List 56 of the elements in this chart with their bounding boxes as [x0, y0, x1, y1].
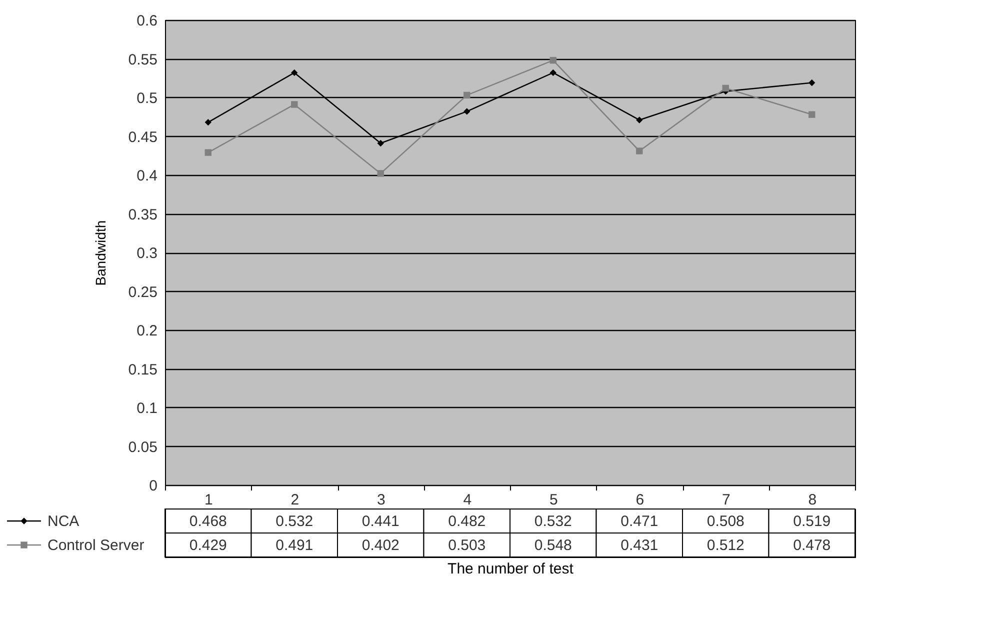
- y-tick-label: 0.2: [136, 322, 158, 340]
- data-label: 0.429: [189, 537, 227, 554]
- data-label: 0.512: [706, 537, 744, 554]
- point: [464, 108, 470, 115]
- x-tick-label: 3: [376, 492, 386, 508]
- y-axis-title: Bandwidth: [92, 220, 108, 286]
- x-tick-label: 7: [722, 492, 730, 508]
- x-axis-title: The number of test: [448, 560, 574, 578]
- x-tick-label: 1: [204, 492, 213, 508]
- point: [291, 101, 298, 108]
- y-tick-label: 0.15: [128, 361, 158, 378]
- point: [636, 148, 643, 154]
- point: [722, 84, 729, 92]
- point: [550, 56, 556, 64]
- x-tick-label: 5: [549, 492, 558, 508]
- y-tick-label: 0.3: [136, 245, 158, 262]
- point: [550, 69, 556, 76]
- x-tick-label: 4: [463, 492, 472, 508]
- data-label: 0.402: [362, 537, 400, 554]
- point: [464, 92, 470, 99]
- y-tick-label: 0.25: [128, 284, 158, 301]
- data-label: 0.491: [276, 537, 314, 554]
- data-label: 0.468: [189, 513, 227, 530]
- point: [291, 69, 298, 76]
- data-label: 0.548: [534, 537, 572, 554]
- point: [204, 118, 212, 126]
- y-tick-label: 0.4: [136, 168, 158, 184]
- data-label: 0.431: [620, 537, 658, 554]
- data-label: 0.503: [448, 537, 486, 554]
- y-tick-label: 0.35: [128, 206, 158, 224]
- y-tick-label: 0.6: [136, 12, 158, 30]
- point: [808, 79, 816, 86]
- y-tick-label: 0: [149, 478, 158, 494]
- point: [808, 111, 816, 118]
- data-label: 0.519: [793, 513, 831, 530]
- y-tick-label: 0.45: [128, 128, 158, 146]
- data-label: 0.441: [362, 513, 400, 530]
- x-tick-label: 2: [290, 492, 300, 508]
- point: [377, 170, 384, 177]
- point: [636, 116, 643, 124]
- x-tick-label: 8: [808, 492, 817, 508]
- point: [204, 149, 212, 156]
- y-tick-label: 0.05: [128, 438, 158, 456]
- data-label: 0.532: [276, 513, 314, 530]
- legend-label: NCA: [48, 513, 80, 530]
- data-label: 0.532: [534, 513, 572, 530]
- legend-label: Control Server: [48, 537, 144, 554]
- data-label: 0.482: [448, 513, 486, 530]
- data-label: 0.471: [620, 513, 658, 530]
- y-tick-label: 0.55: [128, 51, 158, 68]
- y-tick-label: 0.1: [136, 400, 158, 417]
- data-label: 0.508: [706, 513, 744, 530]
- x-tick-label: 6: [636, 492, 644, 508]
- point: [377, 140, 384, 147]
- y-tick-label: 0.5: [136, 90, 158, 107]
- data-label: 0.478: [793, 537, 831, 554]
